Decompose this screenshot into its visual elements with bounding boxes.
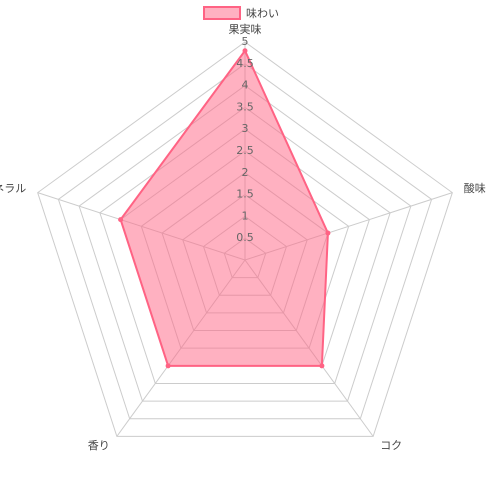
grid-ring xyxy=(57,63,433,420)
tick-label: 3 xyxy=(242,122,249,135)
tick-label: 4.5 xyxy=(236,57,254,70)
series-area xyxy=(119,48,329,367)
tick-label: 2.5 xyxy=(236,144,254,157)
tick-label: 5 xyxy=(242,35,249,48)
tick-label: 0.5 xyxy=(236,231,254,244)
tick-label: 2 xyxy=(242,166,249,179)
grid-ring xyxy=(78,84,412,402)
point xyxy=(242,48,248,54)
axis-label: ミネラル xyxy=(0,182,26,195)
point xyxy=(165,363,171,369)
point xyxy=(325,230,331,236)
legend-label: 味わい xyxy=(246,7,279,20)
tick-label: 1.5 xyxy=(236,188,254,201)
axis-label: 果実味 xyxy=(229,22,262,36)
point xyxy=(319,363,325,369)
axis-label: コク xyxy=(380,439,402,452)
tick-label: 1 xyxy=(242,209,249,222)
axis-label: 酸味 xyxy=(464,181,486,195)
tick-label: 3.5 xyxy=(236,100,254,113)
axis-label: 香り xyxy=(88,439,110,452)
point xyxy=(118,217,124,223)
tick-label: 4 xyxy=(242,79,249,92)
legend-swatch xyxy=(203,6,241,20)
grid-ring xyxy=(37,41,453,437)
grid-ring xyxy=(99,106,391,384)
